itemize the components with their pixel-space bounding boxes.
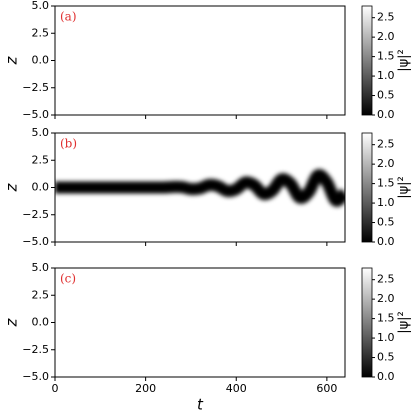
x-tick-label: 400 (226, 382, 247, 395)
y-tick-label: 5.0 (32, 0, 50, 12)
panel-label: (a) (60, 10, 77, 24)
colorbar (361, 5, 373, 116)
y-tick-label: −2.5 (22, 343, 49, 356)
colorbar-tick-label: 0.5 (377, 89, 395, 102)
y-tick-label: −5.0 (22, 370, 49, 383)
colorbar-tick-label: 2.5 (377, 138, 395, 151)
colorbar-tick-label: 0.0 (377, 108, 395, 121)
colorbar-tick-label: 1.5 (377, 177, 395, 190)
y-axis-label: z (3, 182, 21, 192)
y-axis-label: z (3, 317, 21, 327)
colorbar-tick-label: 1.0 (377, 69, 395, 82)
colorbar (361, 267, 373, 378)
colorbar-tick-label: 0.5 (377, 351, 395, 364)
colorbar-tick-label: 2.5 (377, 11, 395, 24)
y-tick-label: 0.0 (32, 54, 50, 67)
colorbar-label: |ψ|² (397, 49, 412, 72)
soliton-band (55, 169, 345, 207)
colorbar-tick-label: 0.0 (377, 370, 395, 383)
panel-label: (c) (60, 272, 76, 286)
y-tick-label: −5.0 (22, 235, 49, 248)
colorbar-tick-label: 0.0 (377, 235, 395, 248)
y-tick-label: −2.5 (22, 81, 49, 94)
colorbar-label: |ψ|² (397, 311, 412, 334)
y-tick-label: 0.0 (32, 181, 50, 194)
y-axis-label: z (3, 55, 21, 65)
x-tick-label: 0 (52, 382, 59, 395)
y-tick-label: 0.0 (32, 316, 50, 329)
colorbar-tick-label: 2.0 (377, 30, 395, 43)
y-tick-label: −5.0 (22, 108, 49, 121)
colorbar-tick-label: 1.5 (377, 50, 395, 63)
y-tick-label: 5.0 (32, 261, 50, 274)
colorbar-tick-label: 1.0 (377, 196, 395, 209)
y-tick-label: 5.0 (32, 126, 50, 139)
y-tick-label: 2.5 (32, 288, 50, 301)
y-tick-label: −2.5 (22, 208, 49, 221)
colorbar-tick-label: 1.0 (377, 331, 395, 344)
x-tick-label: 200 (135, 382, 156, 395)
y-tick-label: 2.5 (32, 26, 50, 39)
colorbar-tick-label: 0.5 (377, 216, 395, 229)
colorbar-tick-label: 2.5 (377, 273, 395, 286)
colorbar-tick-label: 1.5 (377, 312, 395, 325)
x-tick-label: 600 (316, 382, 337, 395)
colorbar (361, 132, 373, 243)
colorbar-tick-label: 2.0 (377, 157, 395, 170)
y-tick-label: 2.5 (32, 153, 50, 166)
panel-label: (b) (60, 137, 77, 151)
x-axis-label: t (197, 396, 204, 413)
colorbar-label: |ψ|² (397, 176, 412, 199)
colorbar-tick-label: 2.0 (377, 292, 395, 305)
